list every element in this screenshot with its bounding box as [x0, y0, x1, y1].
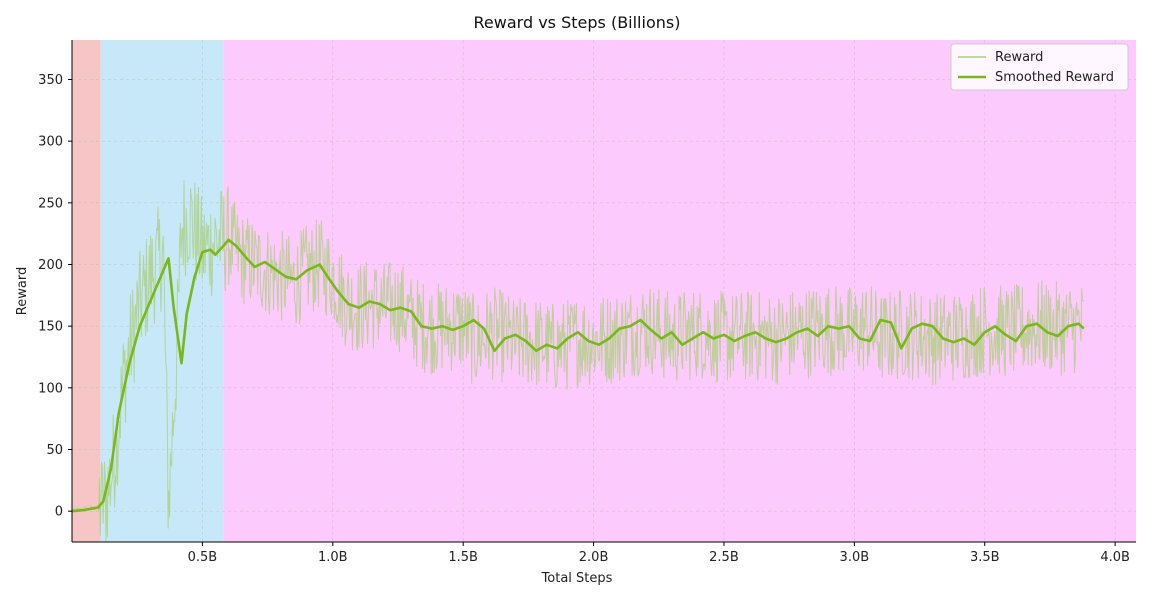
y-axis-label: Reward: [15, 267, 30, 315]
series-layer: [71, 180, 1085, 543]
y-tick-labels: 0 50 100 150 200 250 300 350: [38, 73, 63, 520]
y-tick-label: 350: [38, 73, 63, 88]
x-axis-label: Total Steps: [541, 571, 613, 586]
background-band-0: [72, 40, 101, 542]
series-line-smoothed-reward: [71, 238, 1085, 513]
x-tick-labels: 0.5B 1.0B 1.5B 2.0B 2.5B 3.0B 3.5B 4.0B: [188, 550, 1130, 565]
background-band-1: [100, 40, 224, 542]
x-tick-label: 3.5B: [970, 550, 1000, 565]
x-tick-label: 4.0B: [1100, 550, 1130, 565]
legend-label-smoothed: Smoothed Reward: [995, 70, 1114, 85]
legend-label-reward: Reward: [995, 50, 1043, 65]
x-tick-label: 0.5B: [188, 550, 218, 565]
axes: [68, 40, 1136, 546]
y-tick-label: 300: [38, 135, 63, 150]
y-tick-label: 250: [38, 196, 63, 211]
y-tick-label: 200: [38, 258, 63, 273]
y-tick-label: 0: [55, 505, 63, 520]
y-tick-label: 100: [38, 381, 63, 396]
x-tick-label: 3.0B: [840, 550, 870, 565]
x-tick-label: 1.5B: [448, 550, 478, 565]
legend: Reward Smoothed Reward: [950, 43, 1129, 91]
background-bands: [72, 40, 1137, 542]
y-tick-label: 50: [46, 443, 63, 458]
y-tick-label: 150: [38, 320, 63, 335]
x-tick-label: 2.0B: [579, 550, 609, 565]
x-tick-label: 1.0B: [318, 550, 348, 565]
series-line-reward: [71, 180, 1085, 543]
x-tick-label: 2.5B: [709, 550, 739, 565]
legend-box: [950, 43, 1129, 91]
chart-title: Reward vs Steps (Billions): [474, 13, 681, 32]
